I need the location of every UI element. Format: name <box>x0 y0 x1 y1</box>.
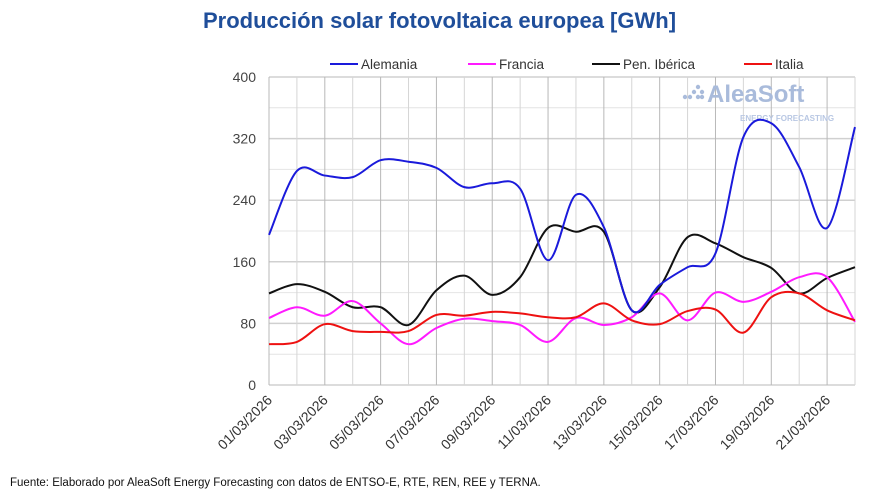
x-tick-label: 05/03/2026 <box>326 392 387 453</box>
x-tick-label: 21/03/2026 <box>772 392 833 453</box>
x-tick-label: 17/03/2026 <box>661 392 722 453</box>
y-tick-label: 80 <box>240 315 256 331</box>
x-tick-label: 09/03/2026 <box>437 392 498 453</box>
y-tick-label: 320 <box>233 131 257 147</box>
x-tick-label: 07/03/2026 <box>382 392 443 453</box>
y-tick-label: 240 <box>233 192 257 208</box>
series-line-alemania <box>268 118 856 314</box>
legend-label: Alemania <box>361 57 418 72</box>
x-tick-label: 19/03/2026 <box>717 392 778 453</box>
x-tick-label: 15/03/2026 <box>605 392 666 453</box>
x-tick-label: 13/03/2026 <box>549 392 610 453</box>
logo-dot-icon <box>687 94 693 100</box>
series-line-italia <box>268 290 856 346</box>
y-tick-label: 160 <box>233 254 257 270</box>
logo-dot-icon <box>682 94 688 100</box>
watermark-tagline: ENERGY FORECASTING <box>740 114 834 123</box>
logo-dot-icon <box>699 89 705 95</box>
logo-dot-icon <box>699 94 705 100</box>
y-tick-label: 0 <box>248 377 256 393</box>
legend-label: Italia <box>775 57 804 72</box>
logo-dot-icon <box>695 84 701 90</box>
y-tick-label: 400 <box>233 69 257 85</box>
source-note: Fuente: Elaborado por AleaSoft Energy Fo… <box>10 477 541 489</box>
chart-title: Producción solar fotovoltaica europea [G… <box>202 8 677 33</box>
series-line-pen-ib-rica <box>268 224 856 327</box>
x-tick-label: 03/03/2026 <box>270 392 331 453</box>
x-tick-label: 11/03/2026 <box>494 392 554 452</box>
legend-label: Pen. Ibérica <box>623 57 696 72</box>
watermark-logo: AleaSoft <box>707 81 804 108</box>
logo-dot-icon <box>691 89 697 95</box>
legend-label: Francia <box>499 57 545 72</box>
logo-dot-icon <box>695 94 701 100</box>
series-line-francia <box>268 272 856 346</box>
x-tick-label: 01/03/2026 <box>214 392 275 453</box>
